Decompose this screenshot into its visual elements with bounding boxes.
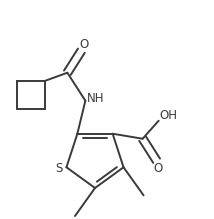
Text: OH: OH xyxy=(160,109,178,122)
Text: NH: NH xyxy=(87,92,104,105)
Text: O: O xyxy=(153,162,162,175)
Text: O: O xyxy=(80,38,89,51)
Text: S: S xyxy=(55,162,62,175)
